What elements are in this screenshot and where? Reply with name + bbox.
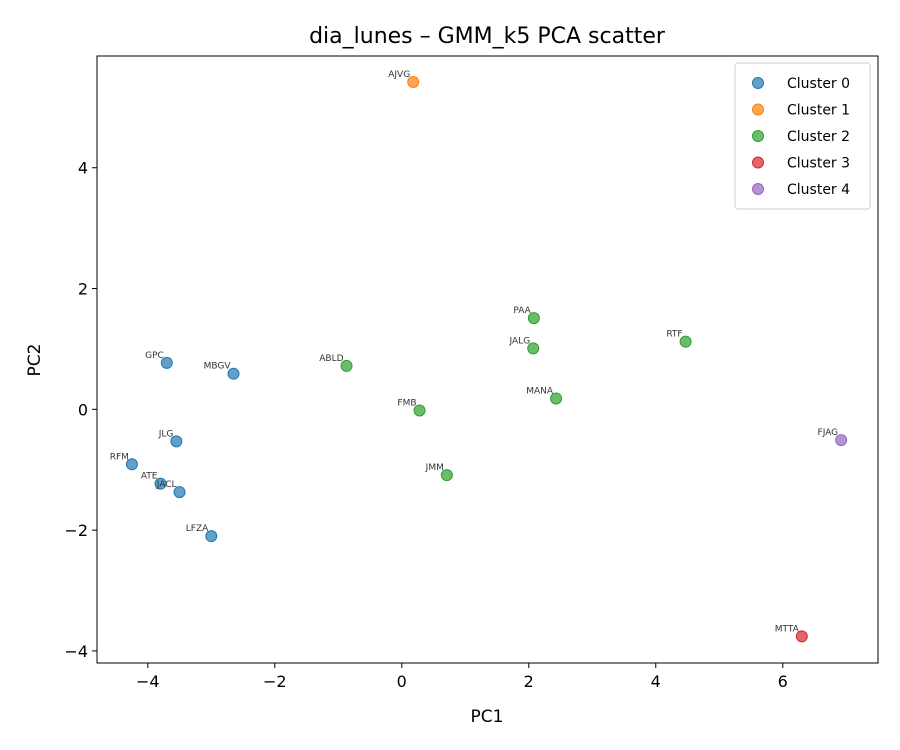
scatter-point [527,312,540,325]
legend-marker [752,183,764,195]
x-tick-label: 2 [524,672,534,691]
point-label: JALG [509,336,531,346]
y-tick-label: 2 [78,280,88,299]
point-label: ABLD [319,354,343,364]
point-label: ATE [141,472,158,482]
point-label: JACL [156,480,177,490]
point-label: MBGV [204,362,232,372]
scatter-point [125,458,138,471]
point-label: JLG [158,429,174,439]
legend-label: Cluster 4 [787,182,850,198]
scatter-point [173,486,186,499]
point-label: FJAG [818,428,839,438]
scatter-point [835,434,848,447]
legend-label: Cluster 1 [787,103,850,119]
scatter-point [407,75,420,88]
x-tick-label: 0 [397,672,407,691]
scatter-point [154,477,167,490]
legend-box [734,62,871,210]
x-axis: −4 −2 0 2 4 6 [136,663,788,691]
y-tick-label: 0 [78,400,88,419]
y-tick-label: −2 [64,521,88,540]
x-tick-label: 6 [778,672,788,691]
scatter-point [550,392,563,405]
y-tick-label: −4 [64,642,88,661]
y-axis: −4 −2 0 2 4 [64,159,97,661]
data-points [125,75,848,643]
legend-label: Cluster 2 [787,129,850,145]
scatter-point [227,367,240,380]
scatter-point [340,359,353,372]
scatter-point [160,356,173,369]
point-label: RTF [666,330,682,340]
legend-marker [752,130,764,142]
point-label: FMB [397,399,416,409]
legend-label: Cluster 3 [787,156,850,172]
x-tick-label: −2 [263,672,287,691]
scatter-point [205,530,218,543]
legend-label: Cluster 0 [787,76,850,92]
x-tick-label: 4 [651,672,661,691]
legend-marker [752,156,764,169]
x-tick-label: −4 [136,672,160,691]
point-label: MTTA [775,624,800,634]
point-label: LFZA [186,524,209,534]
scatter-point [440,469,453,482]
y-tick-label: 4 [78,159,88,178]
chart-title: dia_lunes – GMM_k5 PCA scatter [309,24,666,49]
legend-marker [752,103,764,116]
point-label: RFM [110,452,129,462]
scatter-point [170,435,183,448]
point-label: PAA [513,306,531,316]
scatter-point [679,335,692,348]
scatter-point [795,630,808,643]
legend-marker [752,77,764,89]
point-label: JMM [425,463,444,473]
y-axis-label: PC2 [25,344,45,377]
point-label: MANA [526,386,554,396]
legend: Cluster 0 Cluster 1 Cluster 2 Cluster 3 Clus… [734,62,871,210]
scatter-point [527,342,540,355]
scatter-point [413,404,426,417]
x-axis-label: PC1 [471,707,504,727]
point-label: AJVG [388,70,410,80]
point-label: GPC [145,351,164,361]
